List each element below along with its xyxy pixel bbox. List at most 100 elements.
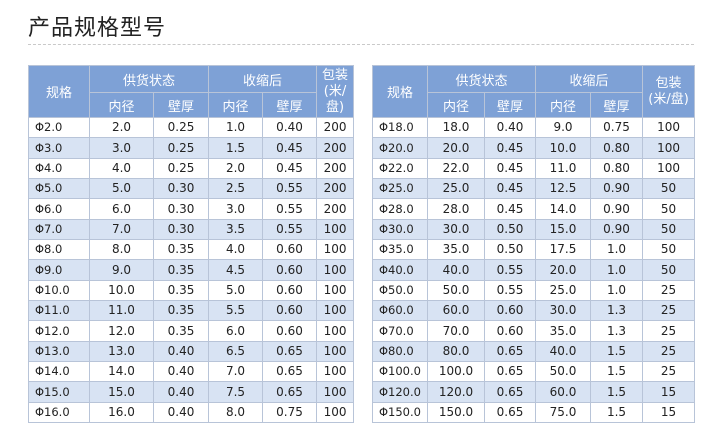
table-row: Φ25.0 25.0 0.45 12.5 0.90 50 bbox=[372, 178, 696, 200]
table-row: Φ3.0 3.0 0.25 1.5 0.45 200 bbox=[28, 137, 355, 159]
table-row: Φ16.0 16.0 0.40 8.0 0.75 100 bbox=[28, 401, 355, 424]
spec-cell: Φ16.0 bbox=[28, 401, 90, 424]
table-row: Φ15.0 15.0 0.40 7.5 0.65 100 bbox=[28, 381, 355, 403]
spec-cell: Φ18.0 bbox=[372, 116, 428, 139]
pack-cell: 15 bbox=[642, 381, 696, 403]
pack-cell: 50 bbox=[642, 259, 696, 281]
pack-cell: 100 bbox=[642, 137, 696, 159]
supply-wall-cell: 0.30 bbox=[152, 198, 210, 220]
spec-cell: Φ4.0 bbox=[28, 157, 90, 180]
pack-cell: 200 bbox=[316, 137, 355, 159]
supply-inner-cell: 80.0 bbox=[427, 340, 485, 363]
table-row: Φ7.0 7.0 0.30 3.5 0.55 100 bbox=[28, 218, 355, 241]
supply-inner-cell: 28.0 bbox=[427, 198, 485, 220]
spec-cell: Φ3.0 bbox=[28, 137, 90, 159]
supply-wall-cell: 0.45 bbox=[483, 198, 537, 220]
header-shrunk-wall: 壁厚 bbox=[590, 92, 644, 118]
pack-cell: 100 bbox=[316, 381, 355, 403]
supply-inner-cell: 12.0 bbox=[89, 320, 154, 342]
header-supply-wall: 壁厚 bbox=[483, 92, 537, 118]
shrunk-inner-cell: 4.5 bbox=[208, 259, 264, 281]
shrunk-inner-cell: 50.0 bbox=[535, 361, 592, 383]
supply-inner-cell: 50.0 bbox=[427, 279, 485, 302]
spec-cell: Φ11.0 bbox=[28, 300, 90, 322]
spec-cell: Φ5.0 bbox=[28, 178, 90, 200]
header-supply-inner: 内径 bbox=[427, 92, 485, 118]
table-row: Φ60.0 60.0 0.60 30.0 1.3 25 bbox=[372, 300, 696, 322]
shrunk-inner-cell: 12.5 bbox=[535, 178, 592, 200]
supply-wall-cell: 0.35 bbox=[152, 239, 210, 261]
shrunk-inner-cell: 25.0 bbox=[535, 279, 592, 302]
table-row: Φ4.0 4.0 0.25 2.0 0.45 200 bbox=[28, 157, 355, 180]
header-shrunk: 收缩后 bbox=[208, 65, 318, 93]
supply-wall-cell: 0.35 bbox=[152, 279, 210, 302]
shrunk-wall-cell: 0.55 bbox=[262, 198, 318, 220]
shrunk-inner-cell: 15.0 bbox=[535, 218, 592, 241]
spec-cell: Φ60.0 bbox=[372, 300, 428, 322]
supply-wall-cell: 0.35 bbox=[152, 320, 210, 342]
pack-cell: 25 bbox=[642, 300, 696, 322]
supply-inner-cell: 14.0 bbox=[89, 361, 154, 383]
spec-cell: Φ80.0 bbox=[372, 340, 428, 363]
supply-inner-cell: 9.0 bbox=[89, 259, 154, 281]
spec-table-right: 规格 供货状态 收缩后 包装 (米/盘) 内径 壁厚 内径 壁厚 Φ18.0 18… bbox=[372, 65, 696, 424]
shrunk-wall-cell: 1.0 bbox=[590, 259, 644, 281]
supply-wall-cell: 0.30 bbox=[152, 218, 210, 241]
pack-cell: 50 bbox=[642, 198, 696, 220]
supply-wall-cell: 0.65 bbox=[483, 361, 537, 383]
spec-cell: Φ7.0 bbox=[28, 218, 90, 241]
shrunk-inner-cell: 5.5 bbox=[208, 300, 264, 322]
supply-wall-cell: 0.25 bbox=[152, 116, 210, 139]
supply-inner-cell: 100.0 bbox=[427, 361, 485, 383]
supply-inner-cell: 6.0 bbox=[89, 198, 154, 220]
shrunk-wall-cell: 0.90 bbox=[590, 198, 644, 220]
spec-cell: Φ25.0 bbox=[372, 178, 428, 200]
shrunk-wall-cell: 1.0 bbox=[590, 239, 644, 261]
pack-cell: 25 bbox=[642, 340, 696, 363]
supply-wall-cell: 0.60 bbox=[483, 320, 537, 342]
shrunk-wall-cell: 1.0 bbox=[590, 279, 644, 302]
spec-cell: Φ22.0 bbox=[372, 157, 428, 180]
header-pack: 包装 (米/盘) bbox=[642, 65, 696, 118]
shrunk-wall-cell: 1.5 bbox=[590, 340, 644, 363]
supply-inner-cell: 10.0 bbox=[89, 279, 154, 302]
supply-inner-cell: 120.0 bbox=[427, 381, 485, 403]
header-shrunk-inner: 内径 bbox=[535, 92, 592, 118]
shrunk-wall-cell: 0.60 bbox=[262, 239, 318, 261]
supply-wall-cell: 0.65 bbox=[483, 401, 537, 424]
spec-cell: Φ120.0 bbox=[372, 381, 428, 403]
table-row: Φ5.0 5.0 0.30 2.5 0.55 200 bbox=[28, 178, 355, 200]
header-spec: 规格 bbox=[28, 65, 90, 118]
spec-cell: Φ50.0 bbox=[372, 279, 428, 302]
page-title: 产品规格型号 bbox=[28, 16, 167, 41]
spec-cell: Φ70.0 bbox=[372, 320, 428, 342]
table-row: Φ120.0 120.0 0.65 60.0 1.5 15 bbox=[372, 381, 696, 403]
shrunk-wall-cell: 0.90 bbox=[590, 178, 644, 200]
header-shrunk-wall: 壁厚 bbox=[262, 92, 318, 118]
shrunk-wall-cell: 0.60 bbox=[262, 279, 318, 302]
header-shrunk-inner: 内径 bbox=[208, 92, 264, 118]
supply-wall-cell: 0.45 bbox=[483, 157, 537, 180]
shrunk-wall-cell: 0.55 bbox=[262, 178, 318, 200]
shrunk-wall-cell: 0.80 bbox=[590, 137, 644, 159]
shrunk-inner-cell: 3.0 bbox=[208, 198, 264, 220]
pack-cell: 100 bbox=[316, 361, 355, 383]
supply-inner-cell: 70.0 bbox=[427, 320, 485, 342]
shrunk-wall-cell: 0.80 bbox=[590, 157, 644, 180]
supply-inner-cell: 30.0 bbox=[427, 218, 485, 241]
pack-cell: 50 bbox=[642, 178, 696, 200]
shrunk-wall-cell: 0.90 bbox=[590, 218, 644, 241]
spec-cell: Φ40.0 bbox=[372, 259, 428, 281]
supply-wall-cell: 0.45 bbox=[483, 178, 537, 200]
shrunk-wall-cell: 0.60 bbox=[262, 320, 318, 342]
pack-cell: 100 bbox=[316, 340, 355, 363]
table-row: Φ30.0 30.0 0.50 15.0 0.90 50 bbox=[372, 218, 696, 241]
supply-wall-cell: 0.40 bbox=[152, 361, 210, 383]
supply-inner-cell: 4.0 bbox=[89, 157, 154, 180]
pack-cell: 25 bbox=[642, 361, 696, 383]
supply-inner-cell: 60.0 bbox=[427, 300, 485, 322]
shrunk-inner-cell: 5.0 bbox=[208, 279, 264, 302]
spec-cell: Φ13.0 bbox=[28, 340, 90, 363]
header-supply: 供货状态 bbox=[88, 65, 210, 93]
shrunk-inner-cell: 11.0 bbox=[535, 157, 592, 180]
